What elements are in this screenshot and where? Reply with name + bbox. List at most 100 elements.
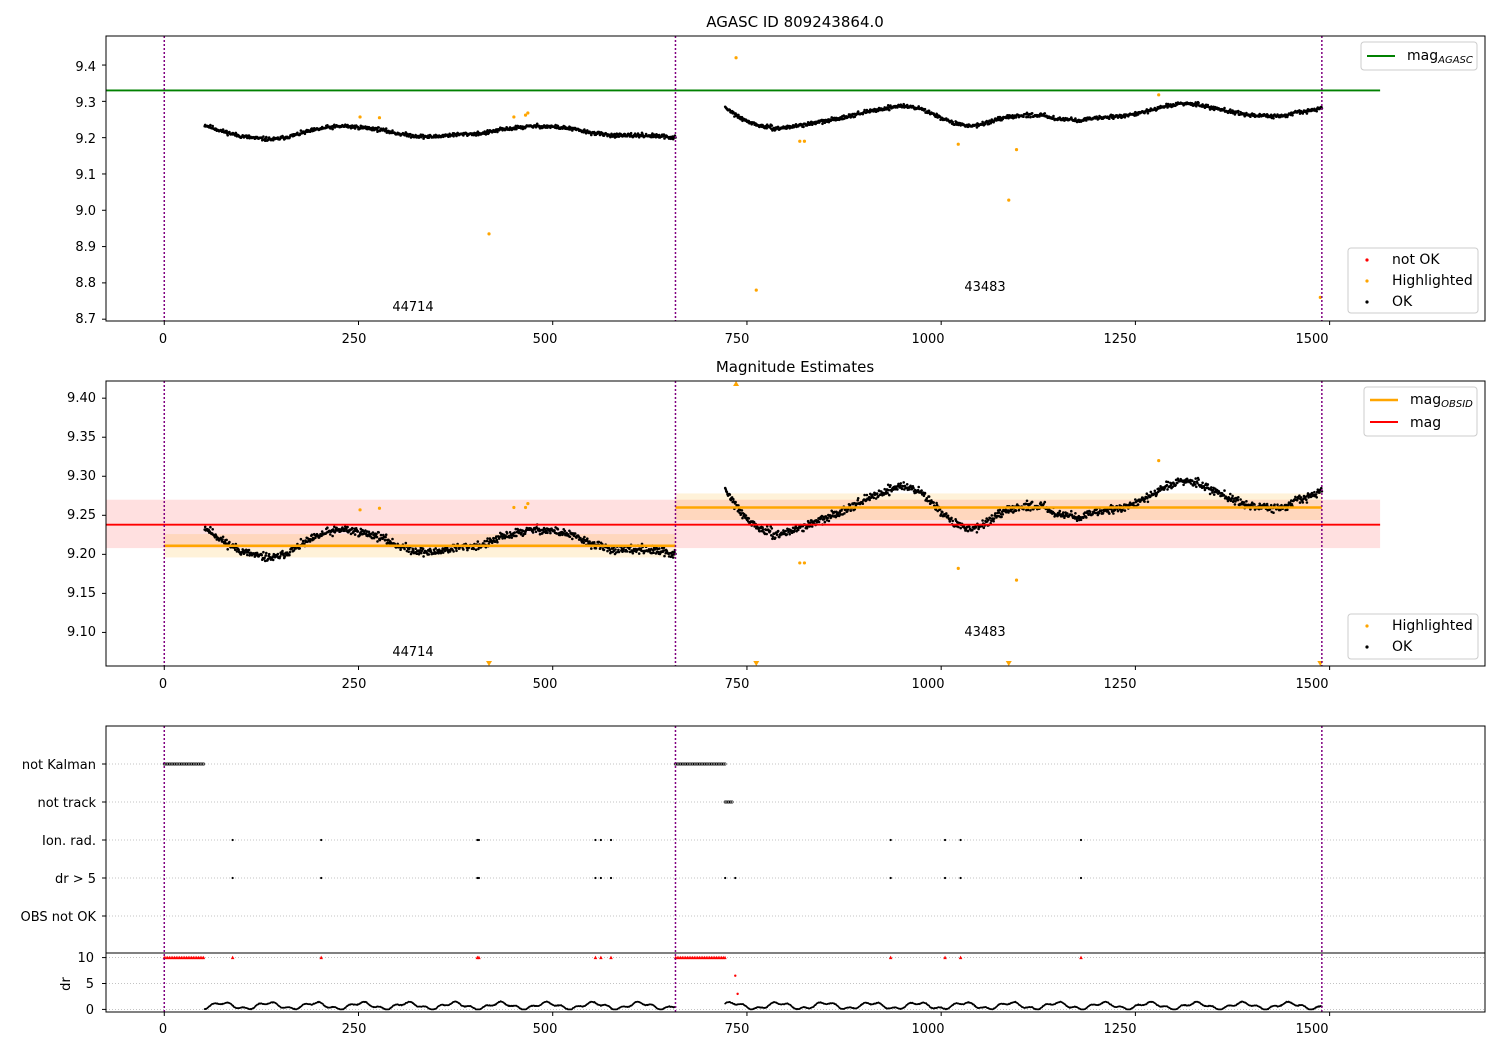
ok-point [226, 134, 229, 137]
ok-point [1203, 488, 1207, 492]
ok-point [1066, 512, 1069, 515]
ok-point [345, 527, 348, 531]
ok-point [768, 529, 772, 533]
ok-point [367, 530, 371, 534]
ok-point [810, 525, 814, 528]
ok-point [951, 519, 954, 523]
legend-label-ok: OK [1392, 294, 1413, 310]
ok-point [1237, 109, 1240, 113]
ok-point [1070, 509, 1073, 513]
flag-point [599, 876, 602, 880]
legend-label-mag-agasc: magAGASC [1407, 48, 1473, 66]
ok-point [477, 547, 480, 551]
ok-point [981, 519, 984, 522]
ok-point [391, 129, 394, 132]
ok-point [923, 491, 927, 495]
ok-point [1210, 486, 1213, 489]
ok-point [863, 493, 866, 497]
ok-point [1132, 501, 1135, 505]
ok-point [998, 115, 1002, 119]
ok-point [294, 547, 298, 550]
ok-point [271, 558, 275, 562]
ok-point [556, 528, 560, 531]
ok-point [439, 551, 443, 555]
ok-point [1193, 483, 1197, 486]
ok-point [303, 132, 307, 136]
x-tick-label: 0 [159, 677, 167, 692]
highlighted-point [798, 561, 802, 565]
ok-point [262, 550, 265, 554]
ok-point [247, 548, 251, 552]
ok-point [387, 538, 390, 542]
ok-point [376, 540, 379, 543]
highlighted-point [526, 111, 530, 115]
ok-point [663, 554, 666, 558]
ok-point [548, 529, 552, 533]
ok-point [537, 527, 541, 531]
ok-point [582, 541, 586, 545]
ok-point [771, 535, 775, 538]
ok-point [505, 532, 509, 535]
ok-point [1305, 112, 1309, 115]
chart-title: Magnitude Estimates [716, 358, 874, 376]
y-tick-label: 8.7 [75, 312, 96, 327]
ok-point [606, 549, 609, 553]
ok-point [441, 551, 445, 554]
ok-point [1119, 113, 1123, 117]
ok-point [493, 540, 497, 543]
ok-point [946, 514, 950, 518]
ok-point [301, 539, 305, 543]
ok-point [865, 493, 869, 497]
highlighted-point [802, 561, 807, 565]
ok-point [483, 539, 487, 543]
ok-point [558, 533, 562, 537]
ok-point [1223, 106, 1226, 110]
ok-point [1039, 501, 1043, 504]
ok-point [265, 135, 268, 139]
legend-label-mag: mag [1410, 415, 1441, 431]
ok-point [358, 533, 362, 537]
ok-point [474, 548, 478, 551]
x-tick-label: 250 [342, 677, 367, 692]
ok-point [1195, 485, 1198, 489]
ok-point [225, 538, 228, 542]
ok-point [1136, 503, 1140, 506]
flag-point [943, 876, 947, 880]
ok-point [902, 481, 905, 484]
ok-point [211, 124, 214, 128]
ok-point [513, 531, 516, 534]
ok-point [462, 548, 465, 551]
ok-point [761, 528, 765, 531]
ok-point [1121, 508, 1124, 512]
ok-point [1030, 112, 1034, 115]
ok-point [770, 527, 774, 530]
ok-point [1249, 115, 1252, 118]
highlighted-point [754, 288, 758, 292]
ok-point [209, 525, 212, 529]
ok-point [1029, 115, 1032, 119]
ok-point [1030, 500, 1034, 504]
ok-point [534, 530, 538, 534]
flag-point [730, 800, 734, 804]
ok-point [822, 517, 826, 521]
ok-point [1299, 496, 1303, 499]
ok-point [1318, 491, 1321, 494]
legend-mag-agasc: magAGASC [1360, 41, 1478, 71]
ok-point [590, 133, 593, 137]
ok-point [326, 526, 329, 529]
highlighted-point [1318, 295, 1322, 300]
ok-point [1079, 518, 1083, 522]
ok-point [1113, 508, 1117, 512]
highlighted-point [1007, 198, 1011, 202]
ok-point [590, 547, 593, 550]
ok-point [1146, 496, 1149, 500]
ok-point [225, 129, 228, 133]
ok-point [391, 537, 394, 541]
y-tick-label: 9.15 [67, 586, 96, 601]
ok-point [896, 488, 899, 491]
ok-point [966, 529, 970, 533]
highlighted-point [523, 113, 528, 117]
ok-point [923, 107, 927, 111]
ok-point [1108, 512, 1111, 515]
flag-point [724, 876, 727, 880]
